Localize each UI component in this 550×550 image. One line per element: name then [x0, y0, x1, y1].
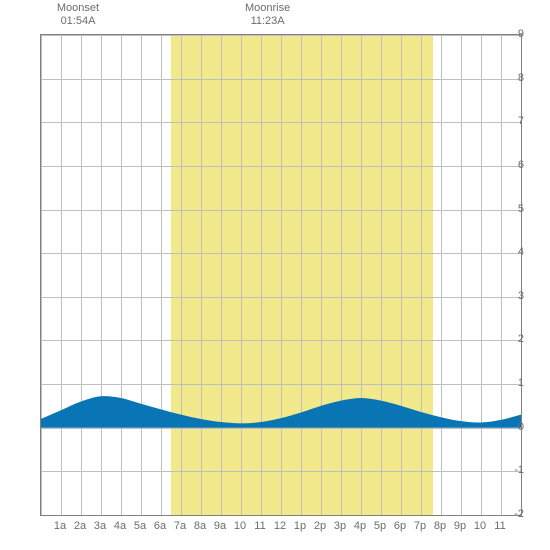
- moonset-title: Moonset: [38, 2, 118, 15]
- moonrise-time: 11:23A: [228, 15, 308, 28]
- y-tick-label: 3: [504, 290, 524, 302]
- tide-chart: [40, 34, 522, 516]
- y-tick-label: -1: [504, 464, 524, 476]
- page: Moonset 01:54A Moonrise 11:23A 1a2a3a4a5…: [0, 0, 550, 550]
- y-tick-label: -2: [504, 508, 524, 520]
- moonrise-title: Moonrise: [228, 2, 308, 15]
- y-tick-label: 7: [504, 115, 524, 127]
- y-tick-label: 4: [504, 246, 524, 258]
- y-tick-label: 1: [504, 377, 524, 389]
- y-tick-label: 5: [504, 203, 524, 215]
- x-tick-label: 11: [488, 520, 512, 532]
- grid: [41, 35, 522, 516]
- chart-wrap: [40, 34, 520, 514]
- moonrise-label: Moonrise 11:23A: [228, 2, 308, 28]
- y-tick-label: 6: [504, 159, 524, 171]
- moonset-label: Moonset 01:54A: [38, 2, 118, 28]
- top-labels: Moonset 01:54A Moonrise 11:23A: [0, 0, 550, 34]
- moonset-time: 01:54A: [38, 15, 118, 28]
- y-tick-label: 2: [504, 333, 524, 345]
- y-tick-label: 9: [504, 28, 524, 40]
- y-tick-label: 8: [504, 72, 524, 84]
- y-tick-label: 0: [504, 421, 524, 433]
